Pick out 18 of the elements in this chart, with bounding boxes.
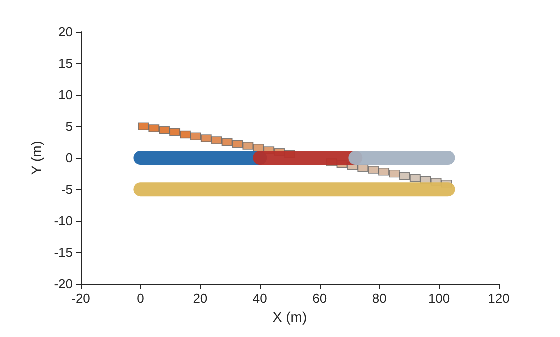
x-tick-label: 0 [137, 291, 144, 306]
y-tick-label: 15 [58, 56, 73, 72]
x-tick-label: 120 [488, 291, 510, 306]
x-tick-label: 100 [428, 291, 450, 306]
y-tick-label: 5 [66, 119, 73, 134]
y-tick-label: -15 [54, 245, 73, 260]
x-tick-label: 60 [312, 291, 328, 306]
y-tick-label: -10 [54, 214, 73, 229]
y-tick-label: -5 [61, 182, 73, 198]
x-tick-label: 80 [372, 291, 387, 306]
y-tick-label: 20 [58, 24, 73, 40]
x-tick-label: 20 [193, 291, 208, 306]
x-axis-title: X (m) [272, 309, 308, 325]
x-tick-label: 40 [252, 291, 268, 306]
y-tick-label: 10 [58, 88, 73, 103]
y-tick-label: -20 [54, 276, 73, 292]
y-tick-label: 0 [66, 150, 73, 166]
y-axis-title: Y (m) [28, 141, 44, 176]
